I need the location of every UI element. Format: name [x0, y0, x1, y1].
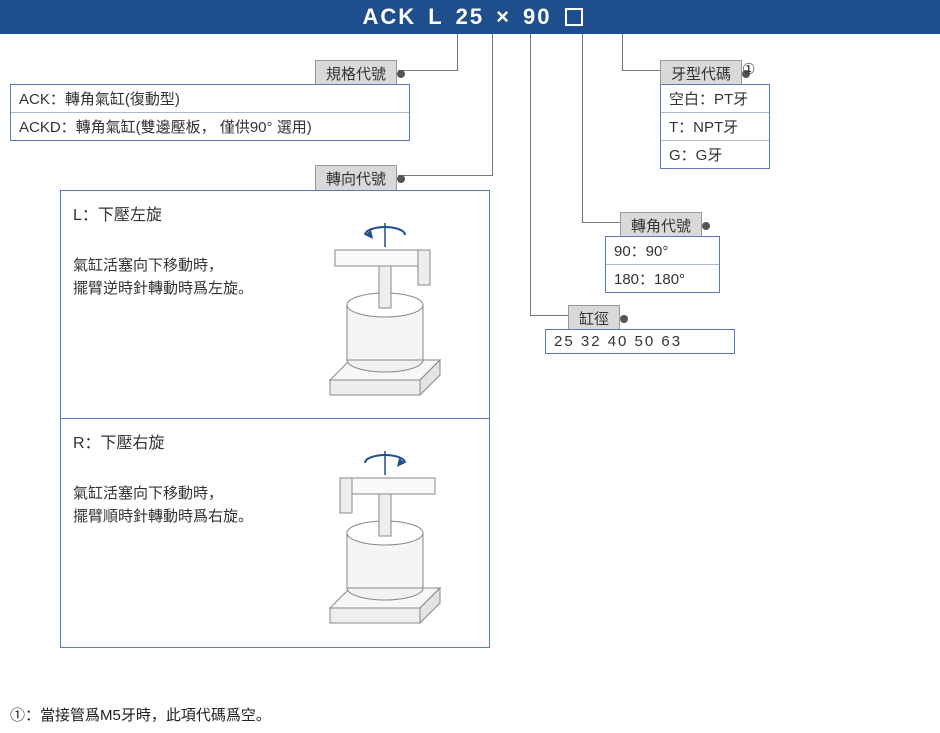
- leader-line: [398, 70, 458, 71]
- leader-line: [398, 175, 493, 176]
- tag-thread-label: 牙型代碼: [671, 66, 731, 83]
- tag-direction: 轉向代號: [315, 165, 397, 192]
- angle-box: 90：90° 180：180°: [605, 236, 720, 293]
- direction-cell-l: L：下壓左旋 氣缸活塞向下移動時， 擺臂逆時針轉動時爲左旋。: [61, 191, 489, 419]
- code-seg-x: ×: [496, 4, 511, 30]
- code-seg-blank-box: [565, 8, 583, 26]
- leader-line: [530, 34, 531, 315]
- footnote: ①：當接管爲M5牙時，此項代碼爲空。: [10, 704, 271, 725]
- tag-angle-label: 轉角代號: [631, 218, 691, 235]
- bore-row: 25 32 40 50 63: [546, 330, 734, 353]
- code-seg-25: 25: [456, 4, 484, 30]
- code-seg-l: L: [428, 4, 443, 30]
- leader-line: [457, 34, 458, 70]
- code-seg-ack: ACK: [363, 4, 417, 30]
- direction-cell-r: R：下壓右旋 氣缸活塞向下移動時， 擺臂順時針轉動時爲右旋。: [61, 419, 489, 647]
- angle-row: 90：90°: [606, 237, 719, 265]
- angle-row: 180：180°: [606, 265, 719, 292]
- tag-bore-label: 缸徑: [579, 311, 609, 328]
- model-code-header: ACK L 25 × 90: [0, 0, 940, 34]
- leader-line: [622, 70, 662, 71]
- tag-spec-label: 規格代號: [326, 66, 386, 83]
- circle-1: ①: [742, 60, 755, 78]
- leader-line: [582, 222, 622, 223]
- thread-row: T：NPT牙: [661, 113, 769, 141]
- thread-row: 空白：PT牙: [661, 85, 769, 113]
- cylinder-sketch-l: [295, 205, 475, 405]
- thread-row: G：G牙: [661, 141, 769, 168]
- tag-thread: 牙型代碼: [660, 60, 742, 87]
- bore-box: 25 32 40 50 63: [545, 329, 735, 354]
- spec-row: ACKD：轉角氣缸(雙邊壓板， 僅供90° 選用): [11, 113, 409, 140]
- leader-line: [530, 315, 570, 316]
- leader-line: [492, 34, 493, 175]
- cylinder-svg: [295, 433, 475, 633]
- tag-bore: 缸徑: [568, 305, 620, 332]
- leader-line: [582, 34, 583, 222]
- spec-box: ACK：轉角氣缸(復動型) ACKD：轉角氣缸(雙邊壓板， 僅供90° 選用): [10, 84, 410, 141]
- tag-angle: 轉角代號: [620, 212, 702, 239]
- tag-direction-label: 轉向代號: [326, 171, 386, 188]
- thread-box: 空白：PT牙 T：NPT牙 G：G牙: [660, 84, 770, 169]
- direction-box: L：下壓左旋 氣缸活塞向下移動時， 擺臂逆時針轉動時爲左旋。: [60, 190, 490, 648]
- cylinder-sketch-r: [295, 433, 475, 633]
- spec-row: ACK：轉角氣缸(復動型): [11, 85, 409, 113]
- code-seg-90: 90: [523, 4, 551, 30]
- tag-spec: 規格代號: [315, 60, 397, 87]
- cylinder-svg: [295, 205, 475, 405]
- leader-line: [622, 34, 623, 70]
